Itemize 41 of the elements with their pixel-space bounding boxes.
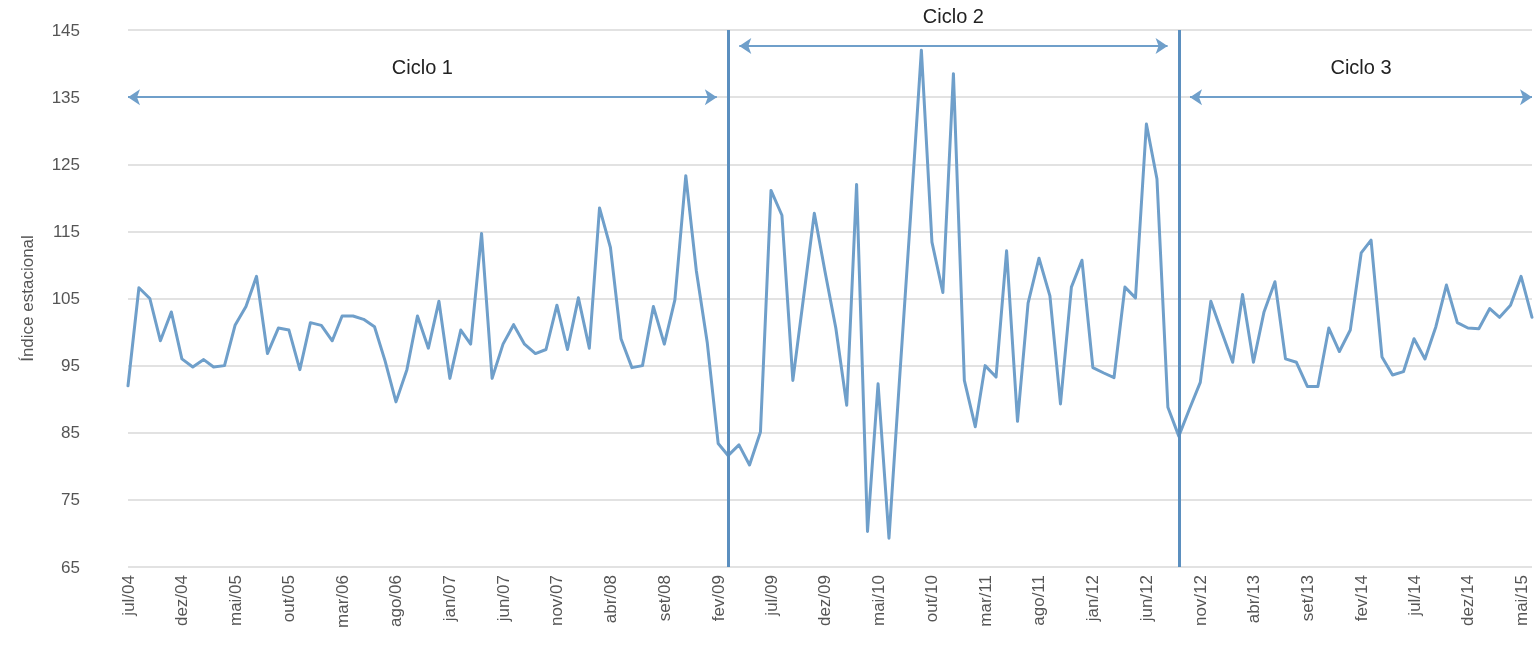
x-tick-label: mai/15 xyxy=(1511,575,1531,627)
x-tick-label: out/05 xyxy=(279,575,299,623)
x-tick-label: jun/07 xyxy=(493,575,513,623)
y-tick-label: 85 xyxy=(61,423,80,443)
x-tick-label: jul/09 xyxy=(761,575,781,617)
x-tick-label: jan/12 xyxy=(1083,575,1103,623)
x-tick-label: jan/07 xyxy=(440,575,460,623)
y-tick-label: 145 xyxy=(51,20,80,40)
x-tick-label: ago/06 xyxy=(386,575,406,627)
y-tick-label: 65 xyxy=(61,557,80,577)
x-tick-label: ago/11 xyxy=(1029,575,1049,626)
x-tick-label: mai/10 xyxy=(868,575,888,627)
line-series xyxy=(126,48,1534,540)
y-tick-label: 125 xyxy=(51,154,80,174)
y-tick-label: 115 xyxy=(52,221,80,241)
x-tick-label: fev/14 xyxy=(1351,575,1371,622)
y-tick-label: 75 xyxy=(61,490,80,510)
x-tick-label: fev/09 xyxy=(708,575,728,622)
x-tick-label: dez/09 xyxy=(815,575,835,627)
x-tick-label: out/10 xyxy=(922,575,942,623)
y-tick-label: 135 xyxy=(51,87,80,107)
x-tick-label: abr/13 xyxy=(1243,575,1263,624)
x-tick-label: jul/04 xyxy=(118,575,138,617)
annotation: Ciclo 1 xyxy=(391,56,453,79)
x-tick-label: mai/05 xyxy=(225,575,245,627)
x-tick-label: abr/08 xyxy=(600,575,620,624)
y-axis-title: Índice estacional xyxy=(18,235,37,362)
annotation: Ciclo 3 xyxy=(1330,56,1392,79)
y-tick-label: 105 xyxy=(51,289,80,308)
x-tick-label: nov/07 xyxy=(547,575,567,627)
y-tick-label: 95 xyxy=(61,356,80,376)
x-tick-label: jun/12 xyxy=(1136,575,1156,623)
x-tick-label: jul/14 xyxy=(1404,575,1424,617)
x-tick-label: mar/06 xyxy=(332,575,352,628)
x-tick-label: dez/14 xyxy=(1458,575,1478,627)
x-tick-label: set/13 xyxy=(1297,575,1317,622)
x-tick-label: dez/04 xyxy=(172,575,192,627)
x-tick-label: mar/11 xyxy=(975,575,995,627)
x-tick-label: set/08 xyxy=(654,575,674,622)
text: Ciclo 2 xyxy=(922,5,984,28)
x-tick-label: nov/12 xyxy=(1190,575,1210,627)
